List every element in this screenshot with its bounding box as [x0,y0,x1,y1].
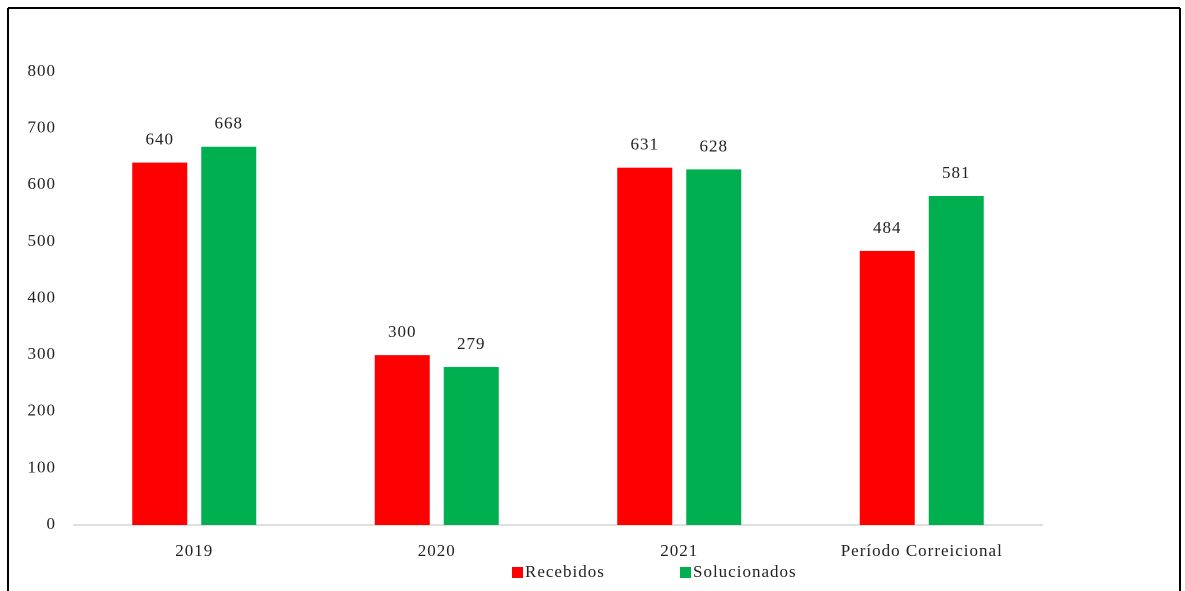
value-label: 640 [146,130,175,149]
bar [928,196,984,526]
value-label: 484 [873,218,902,237]
bar [443,367,499,525]
value-label: 300 [388,322,417,341]
y-tick-label: 0 [47,514,57,533]
value-label: 279 [457,334,486,353]
bar [859,250,915,525]
x-tick-label: 2021 [660,541,698,560]
bar [617,167,673,526]
y-tick-label: 600 [28,174,57,193]
x-tick-label: Período Correicional [841,541,1003,560]
bar [132,162,188,525]
value-label: 581 [942,163,971,182]
y-tick-label: 500 [28,231,57,250]
legend-label: Recebidos [525,562,605,581]
x-tick-label: 2019 [175,541,213,560]
value-label: 628 [700,136,729,155]
y-tick-label: 400 [28,287,57,306]
value-label: 668 [215,114,244,133]
y-tick-label: 300 [28,344,57,363]
bar [374,355,430,525]
x-tick-label: 2020 [418,541,456,560]
y-tick-label: 100 [28,457,57,476]
legend-swatch [680,567,691,578]
bar [686,169,742,525]
y-tick-label: 700 [28,118,57,137]
bar [201,146,257,525]
legend-swatch [512,567,523,578]
y-tick-label: 200 [28,401,57,420]
legend-label: Solucionados [693,562,797,581]
y-tick-label: 800 [28,61,57,80]
value-label: 631 [631,135,660,154]
